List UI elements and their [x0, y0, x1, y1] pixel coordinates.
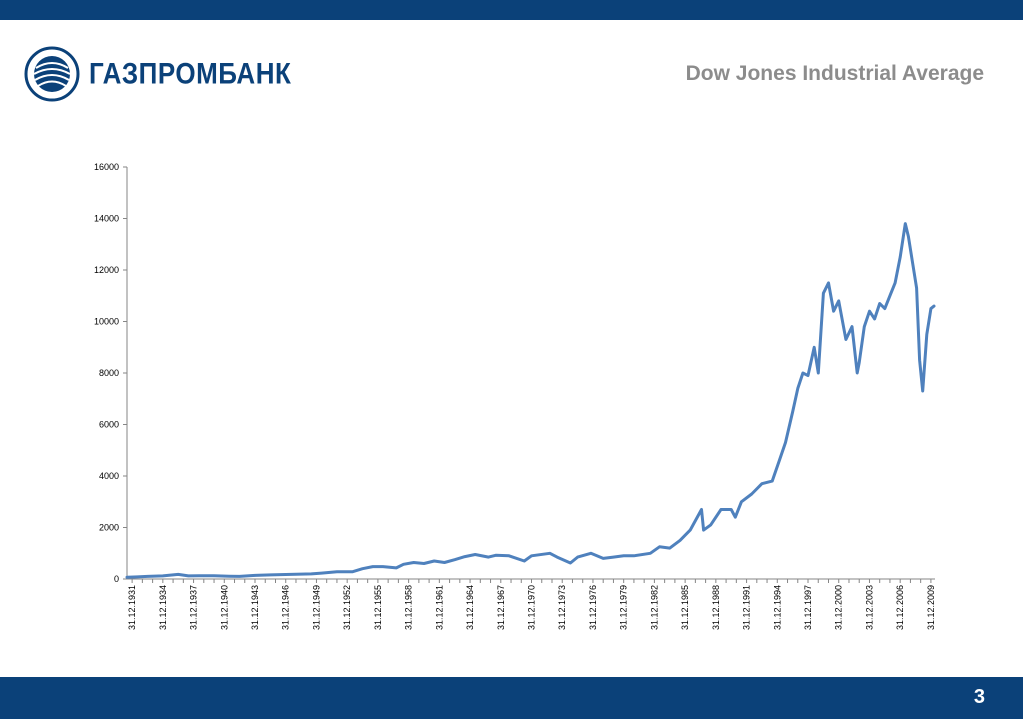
x-tick-label: 31.12.1943 — [250, 585, 260, 630]
x-tick-label: 31.12.1934 — [158, 585, 168, 630]
y-tick-label: 10000 — [94, 317, 119, 327]
dow-jones-line-chart: 0 2000 4000 6000 8000 10000 12000 14000 16000 31.… — [94, 162, 936, 630]
y-tick-label: 2000 — [99, 523, 119, 533]
slide-title: Dow Jones Industrial Average — [685, 62, 984, 85]
bottom-bar: 3 — [0, 677, 1023, 719]
x-tick-label: 31.12.1949 — [311, 585, 321, 630]
y-tick-label: 14000 — [94, 214, 119, 224]
x-tick-label: 31.12.1970 — [527, 585, 537, 630]
top-bar — [0, 0, 1023, 20]
x-tick-label: 31.12.1997 — [803, 585, 813, 630]
y-tick-label: 12000 — [94, 265, 119, 275]
x-tick-label: 31.12.1958 — [404, 585, 414, 630]
x-tick-label: 31.12.1979 — [619, 585, 629, 630]
x-tick-label: 31.12.1985 — [680, 585, 690, 630]
x-tick-label: 31.12.1952 — [342, 585, 352, 630]
x-tick-label: 31.12.1964 — [465, 585, 475, 630]
y-tick-label: 4000 — [99, 471, 119, 481]
dow-jones-series-line — [125, 222, 936, 579]
x-tick-label: 31.12.1937 — [189, 585, 199, 630]
x-tick-label: 31.12.1973 — [557, 585, 567, 630]
gazprombank-globe-icon — [24, 46, 80, 102]
x-tick-label: 31.12.1976 — [588, 585, 598, 630]
gazprombank-logo: ГАЗПРОМБАНК — [24, 46, 291, 102]
x-tick-label: 31.12.1955 — [373, 585, 383, 630]
y-tick-label: 8000 — [99, 368, 119, 378]
x-tick-label: 31.12.1946 — [281, 585, 291, 630]
x-tick-label: 31.12.2003 — [864, 585, 874, 630]
x-tick-label: 31.12.2006 — [895, 585, 905, 630]
x-tick-label: 31.12.2000 — [834, 585, 844, 630]
x-tick-label: 31.12.1931 — [127, 585, 137, 630]
y-tick-label: 6000 — [99, 420, 119, 430]
y-tick-label: 16000 — [94, 162, 119, 172]
page-number: 3 — [973, 686, 985, 708]
x-tick-label: 31.12.1940 — [219, 585, 229, 630]
y-tick-label: 0 — [114, 574, 119, 584]
logo-text: ГАЗПРОМБАНК — [89, 56, 292, 91]
x-tick-label: 31.12.1982 — [649, 585, 659, 630]
x-tick-label: 31.12.1967 — [496, 585, 506, 630]
x-tick-label: 31.12.1994 — [772, 585, 782, 630]
x-tick-label: 31.12.1988 — [711, 585, 721, 630]
x-tick-label: 31.12.1961 — [434, 585, 444, 630]
x-tick-label: 31.12.1991 — [742, 585, 752, 630]
x-tick-label: 31.12.2009 — [926, 585, 936, 630]
